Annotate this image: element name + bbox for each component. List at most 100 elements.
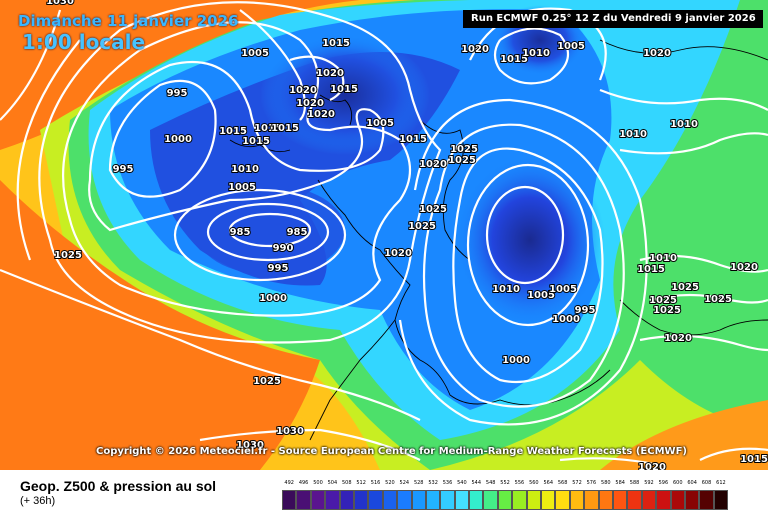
isobar-label: 1020	[638, 462, 666, 470]
scale-step: 600	[670, 480, 685, 510]
isobar-label: 1025	[704, 294, 732, 305]
scale-value: 608	[701, 480, 712, 486]
scale-swatch	[296, 490, 311, 510]
scale-swatch	[713, 490, 729, 510]
isobar-label: 1020	[289, 85, 317, 96]
scale-step: 500	[310, 480, 326, 510]
isobar-label: 1015	[637, 264, 665, 275]
isobar-label: 1025	[671, 282, 699, 293]
scale-step: 496	[296, 480, 311, 510]
isobar-label: 1025	[419, 204, 447, 215]
isobar-label: 995	[167, 88, 188, 99]
forecast-lead-time: (+ 36h)	[20, 495, 56, 507]
scale-swatch	[555, 490, 570, 510]
scale-step: 492	[282, 480, 297, 510]
scale-value: 592	[644, 480, 654, 486]
isobar-label: 1000	[552, 314, 580, 325]
scale-value: 560	[529, 480, 539, 486]
field-orange-se	[600, 400, 768, 470]
scale-swatch	[282, 490, 297, 510]
scale-step: 548	[483, 480, 498, 510]
scale-swatch	[512, 490, 527, 510]
scale-swatch	[497, 490, 513, 510]
scale-step: 568	[555, 480, 570, 510]
scale-value: 556	[514, 480, 525, 486]
scale-value: 528	[413, 480, 424, 486]
isobar-label: 1030	[276, 426, 304, 437]
scale-swatch	[310, 490, 326, 510]
scale-step: 604	[684, 480, 700, 510]
scale-swatch	[325, 490, 340, 510]
scale-step: 560	[526, 480, 542, 510]
scale-step: 592	[641, 480, 657, 510]
scale-value: 500	[313, 480, 323, 486]
scale-value: 516	[370, 480, 381, 486]
scale-swatch	[382, 490, 398, 510]
scale-value: 536	[442, 480, 453, 486]
scale-swatch	[670, 490, 685, 510]
scale-value: 604	[687, 480, 697, 486]
scale-swatch	[339, 490, 354, 510]
isobar-label: 1010	[670, 119, 698, 130]
scale-step: 572	[569, 480, 585, 510]
isobar-label: 1015	[740, 454, 768, 465]
scale-swatch	[483, 490, 498, 510]
scale-value: 568	[557, 480, 568, 486]
isobar-label: 1020	[316, 68, 344, 79]
isobar-label: 1030	[236, 440, 264, 451]
scale-value: 552	[500, 480, 510, 486]
scale-value: 508	[341, 480, 352, 486]
isobar-label: 1005	[366, 118, 394, 129]
isobar-label: 995	[268, 263, 289, 274]
scale-value: 548	[485, 480, 496, 486]
isobar-label: 1025	[253, 376, 281, 387]
scale-swatch	[584, 490, 599, 510]
isobar-label: 1015	[271, 123, 299, 134]
isobar-label: 1015	[330, 84, 358, 95]
scale-swatch	[656, 490, 671, 510]
scale-value: 524	[399, 480, 410, 486]
scale-value: 600	[672, 480, 683, 486]
scale-value: 580	[601, 480, 611, 486]
isobar-label: 1005	[557, 41, 585, 52]
isobar-label: 1020	[643, 48, 671, 59]
scale-step: 540	[454, 480, 470, 510]
isobar-label: 995	[575, 305, 596, 316]
isobar-label: 1010	[619, 129, 647, 140]
scale-swatch	[454, 490, 470, 510]
isobar-label: 1025	[448, 155, 476, 166]
isobar-label: 1020	[296, 98, 324, 109]
isobars	[0, 1, 768, 467]
scale-value: 532	[428, 480, 438, 486]
scale-step: 544	[469, 480, 484, 510]
isobar-label: 1020	[307, 109, 335, 120]
scale-step: 504	[325, 480, 340, 510]
scale-swatch	[641, 490, 657, 510]
isobar-label: 1015	[254, 123, 282, 134]
scale-step: 612	[713, 480, 729, 510]
isobar-label: 985	[287, 227, 308, 238]
run-info-banner: Run ECMWF 0.25° 12 Z du Vendredi 9 janvi…	[463, 10, 763, 28]
scale-value: 496	[298, 480, 309, 486]
scale-step: 520	[382, 480, 398, 510]
scale-value: 576	[586, 480, 597, 486]
isobar-label: 1020	[384, 248, 412, 259]
scale-step: 528	[411, 480, 426, 510]
scale-value: 520	[385, 480, 395, 486]
isobar-label: 1010	[492, 284, 520, 295]
isobar-label: 995	[113, 164, 134, 175]
scale-step: 580	[598, 480, 613, 510]
scale-swatch	[541, 490, 556, 510]
forecast-date: Dimanche 11 janvier 2026	[18, 12, 239, 30]
isobar-label: 1015	[242, 136, 270, 147]
isobar-label: 1020	[419, 159, 447, 170]
isobar-label: 1025	[649, 295, 677, 306]
scale-step: 584	[612, 480, 628, 510]
scale-step: 608	[699, 480, 714, 510]
low-atlantic	[195, 185, 345, 275]
scale-value: 588	[629, 480, 640, 486]
isobar-label: 1005	[241, 48, 269, 59]
scale-swatch	[684, 490, 700, 510]
scale-step: 552	[497, 480, 513, 510]
